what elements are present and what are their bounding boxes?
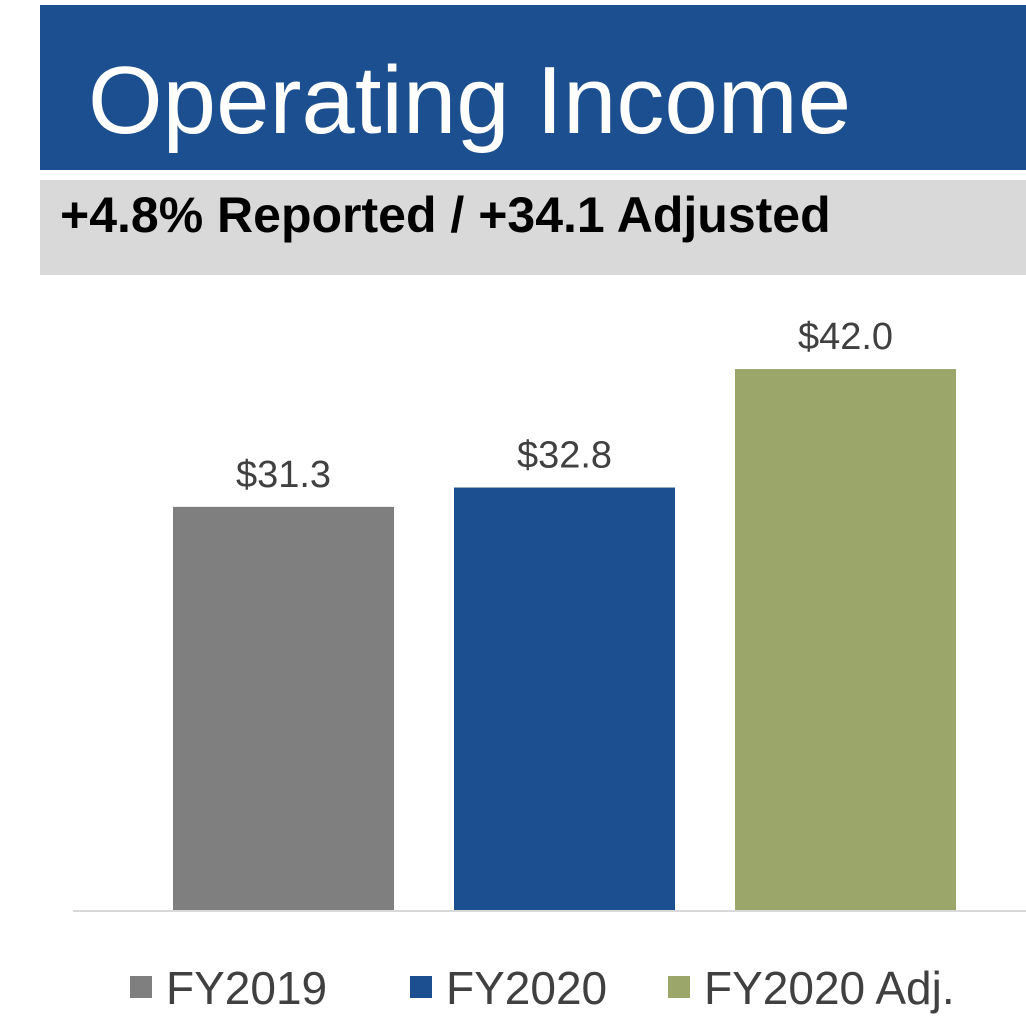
bar xyxy=(173,506,394,910)
data-label: $31.3 xyxy=(236,454,331,496)
legend-swatch xyxy=(130,976,152,998)
subtitle-band xyxy=(40,180,1026,275)
legend-swatch xyxy=(668,976,690,998)
legend-label: FY2019 xyxy=(166,962,327,1014)
data-label: $32.8 xyxy=(517,435,612,477)
legend-label: FY2020 xyxy=(446,962,607,1014)
chart-subtitle: +4.8% Reported / +34.1 Adjusted xyxy=(60,187,831,243)
data-label: $42.0 xyxy=(798,316,893,358)
bar xyxy=(735,369,956,910)
title-banner xyxy=(40,5,1026,170)
legend-swatch xyxy=(410,976,432,998)
bar xyxy=(454,487,675,910)
legend-label: FY2020 Adj. xyxy=(704,962,955,1014)
chart-title: Operating Income xyxy=(88,47,851,154)
